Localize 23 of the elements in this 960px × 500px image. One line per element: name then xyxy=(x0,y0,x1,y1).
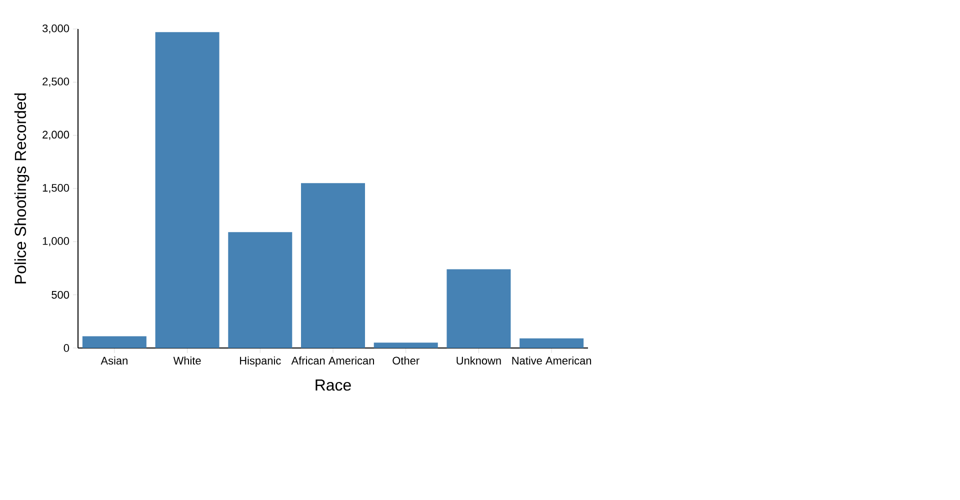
y-tick-label: 2,500 xyxy=(42,78,70,87)
x-tick-label: Asian xyxy=(100,356,128,365)
y-tick-label: 0 xyxy=(64,344,70,352)
bar xyxy=(520,338,584,348)
y-tick-label: 3,000 xyxy=(42,24,70,34)
bar xyxy=(228,232,292,348)
bar xyxy=(446,269,511,348)
bar xyxy=(301,183,366,348)
x-axis-title: Race xyxy=(316,380,351,391)
y-tick-label: 2,000 xyxy=(42,130,70,140)
x-tick-label: Unknown xyxy=(456,356,501,365)
bar xyxy=(155,32,220,348)
y-tick-label: 500 xyxy=(52,290,70,299)
x-tick-label: Other xyxy=(392,356,420,365)
x-tick-label: Native American xyxy=(512,356,592,365)
bar xyxy=(82,336,146,348)
y-tick-label: 1,500 xyxy=(42,184,70,194)
bar xyxy=(374,342,438,348)
x-tick-label: African American xyxy=(291,356,374,365)
x-tick-label: Hispanic xyxy=(240,356,281,367)
x-tick-label: White xyxy=(173,356,201,365)
y-axis-title: Police Shootings Recorded xyxy=(14,93,30,284)
y-tick-label: 1,000 xyxy=(42,237,70,246)
